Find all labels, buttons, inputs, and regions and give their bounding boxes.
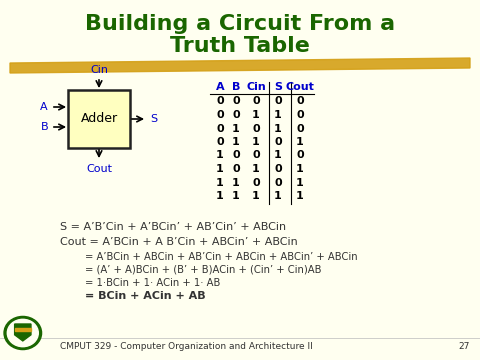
Text: 1: 1 [274, 191, 282, 201]
Text: 1: 1 [296, 191, 304, 201]
Circle shape [7, 319, 38, 347]
Text: 0: 0 [274, 137, 282, 147]
Text: 1: 1 [252, 164, 260, 174]
Text: 1: 1 [232, 123, 240, 134]
Circle shape [4, 316, 42, 350]
Text: 0: 0 [252, 150, 260, 161]
Text: Adder: Adder [81, 112, 118, 126]
Text: 0: 0 [274, 177, 282, 188]
Text: Cout: Cout [86, 164, 112, 174]
Text: 0: 0 [216, 110, 224, 120]
Text: 1: 1 [296, 177, 304, 188]
Text: A: A [40, 102, 48, 112]
Text: 1: 1 [274, 150, 282, 161]
Text: 1: 1 [252, 110, 260, 120]
Text: 1: 1 [274, 123, 282, 134]
Text: 0: 0 [216, 123, 224, 134]
Text: B: B [40, 122, 48, 132]
Text: 0: 0 [216, 96, 224, 107]
Text: 1: 1 [296, 137, 304, 147]
Text: 0: 0 [274, 164, 282, 174]
Polygon shape [10, 58, 470, 73]
Text: 0: 0 [296, 110, 304, 120]
Text: 0: 0 [296, 150, 304, 161]
Text: = (A’ + A)BCin + (B’ + B)ACin + (Cin’ + Cin)AB: = (A’ + A)BCin + (B’ + B)ACin + (Cin’ + … [85, 265, 322, 275]
Text: 0: 0 [252, 177, 260, 188]
Text: 1: 1 [252, 137, 260, 147]
Text: 0: 0 [232, 96, 240, 107]
Text: CMPUT 329 - Computer Organization and Architecture II: CMPUT 329 - Computer Organization and Ar… [60, 342, 313, 351]
Text: 1: 1 [216, 177, 224, 188]
Bar [68, 90, 130, 148]
Text: 1: 1 [216, 191, 224, 201]
Text: 0: 0 [274, 96, 282, 107]
Text: 1: 1 [216, 164, 224, 174]
Text: Cout: Cout [286, 82, 314, 92]
Text: Truth Table: Truth Table [170, 36, 310, 56]
Polygon shape [14, 324, 31, 341]
Text: A: A [216, 82, 224, 92]
Text: 1: 1 [296, 164, 304, 174]
Text: 1: 1 [232, 177, 240, 188]
Text: Cout = A’BCin + A B’Cin + ABCin’ + ABCin: Cout = A’BCin + A B’Cin + ABCin’ + ABCin [60, 237, 298, 247]
Text: 1: 1 [232, 191, 240, 201]
Text: S = A’B’Cin + A’BCin’ + AB’Cin’ + ABCin: S = A’B’Cin + A’BCin’ + AB’Cin’ + ABCin [60, 222, 286, 232]
Text: = 1·BCin + 1· ACin + 1· AB: = 1·BCin + 1· ACin + 1· AB [85, 278, 220, 288]
Text: Cin: Cin [90, 65, 108, 75]
Text: 1: 1 [274, 110, 282, 120]
Text: = A’BCin + ABCin + AB’Cin + ABCin + ABCin’ + ABCin: = A’BCin + ABCin + AB’Cin + ABCin + ABCi… [85, 252, 358, 262]
Text: 0: 0 [232, 110, 240, 120]
Text: 0: 0 [232, 150, 240, 161]
Text: 1: 1 [232, 137, 240, 147]
Text: 27: 27 [458, 342, 470, 351]
Text: 0: 0 [216, 137, 224, 147]
Text: 0: 0 [232, 164, 240, 174]
Text: 0: 0 [296, 123, 304, 134]
Text: S: S [150, 114, 157, 124]
Text: B: B [232, 82, 240, 92]
Text: 1: 1 [252, 191, 260, 201]
Text: S: S [274, 82, 282, 92]
Polygon shape [14, 328, 31, 331]
Text: 0: 0 [296, 96, 304, 107]
Text: Building a Circuit From a: Building a Circuit From a [85, 14, 395, 34]
Text: 0: 0 [252, 96, 260, 107]
Text: = BCin + ACin + AB: = BCin + ACin + AB [85, 291, 205, 301]
Text: 1: 1 [216, 150, 224, 161]
Text: Cin: Cin [246, 82, 266, 92]
Text: 0: 0 [252, 123, 260, 134]
